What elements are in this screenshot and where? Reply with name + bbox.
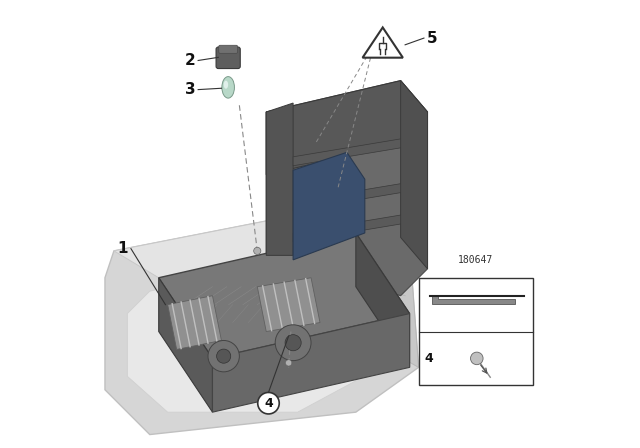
- Polygon shape: [212, 314, 410, 412]
- FancyBboxPatch shape: [216, 47, 240, 69]
- Polygon shape: [159, 233, 410, 358]
- Text: 180647: 180647: [458, 255, 493, 265]
- Polygon shape: [293, 215, 401, 242]
- Text: 2: 2: [185, 53, 195, 68]
- Text: 3: 3: [185, 82, 195, 97]
- Circle shape: [285, 335, 301, 351]
- FancyBboxPatch shape: [219, 45, 237, 53]
- Polygon shape: [432, 296, 515, 304]
- Circle shape: [258, 392, 279, 414]
- Polygon shape: [127, 251, 365, 412]
- Text: 5: 5: [427, 30, 437, 46]
- Text: 4: 4: [424, 352, 433, 365]
- Polygon shape: [168, 296, 221, 349]
- Circle shape: [285, 360, 292, 366]
- Ellipse shape: [222, 77, 234, 98]
- Text: 4: 4: [264, 396, 273, 410]
- Polygon shape: [266, 103, 293, 255]
- Polygon shape: [257, 278, 320, 332]
- Polygon shape: [356, 233, 410, 367]
- Bar: [419, 278, 532, 385]
- Polygon shape: [159, 278, 212, 412]
- Polygon shape: [293, 184, 401, 211]
- Polygon shape: [401, 81, 428, 269]
- Polygon shape: [362, 27, 403, 58]
- Polygon shape: [293, 152, 365, 260]
- Circle shape: [253, 247, 261, 254]
- Polygon shape: [266, 81, 428, 296]
- Polygon shape: [266, 81, 428, 175]
- Polygon shape: [293, 139, 401, 166]
- Ellipse shape: [224, 81, 228, 89]
- Circle shape: [208, 340, 239, 372]
- Circle shape: [275, 325, 311, 361]
- Polygon shape: [342, 206, 419, 367]
- Circle shape: [216, 349, 231, 363]
- Polygon shape: [105, 206, 419, 435]
- Circle shape: [470, 352, 483, 365]
- Text: 1: 1: [118, 241, 128, 256]
- Polygon shape: [114, 206, 387, 278]
